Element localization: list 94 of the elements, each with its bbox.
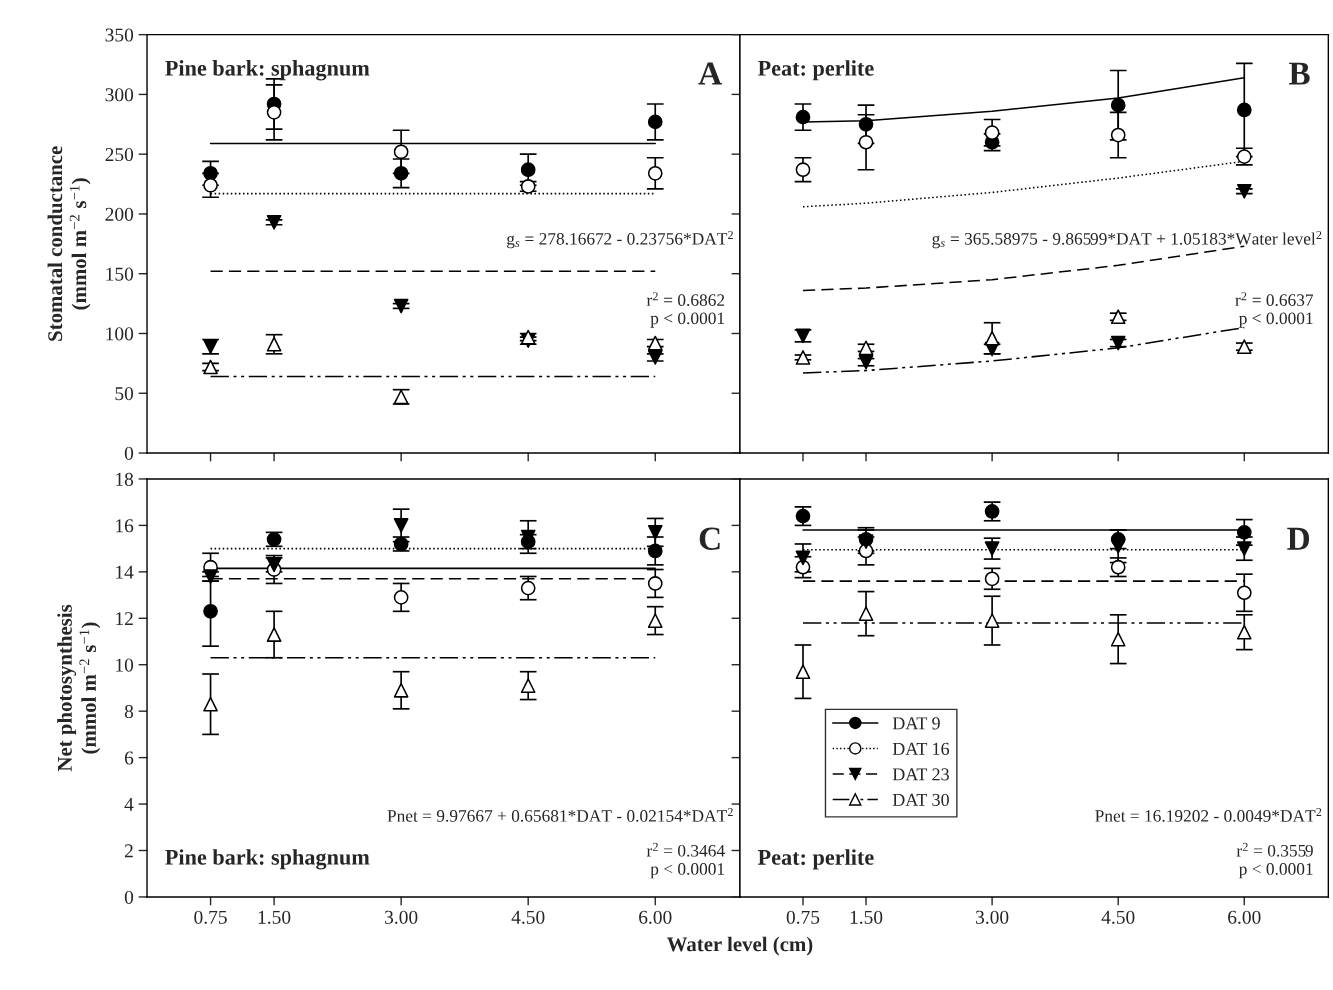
- y-tick-label: 300: [105, 88, 134, 102]
- point: [1110, 97, 1126, 113]
- y-tick-label: 250: [105, 148, 134, 162]
- x-tick-label: 3.00: [385, 910, 418, 924]
- point: [393, 590, 409, 605]
- y-tick-label: 6: [124, 751, 134, 765]
- point: [203, 177, 218, 193]
- x-tick-label: 0.75: [786, 910, 820, 924]
- point: [984, 613, 1000, 628]
- legend-label: DAT 16: [892, 742, 950, 755]
- annotation: A: [698, 62, 722, 85]
- point: [858, 134, 874, 150]
- annotation: r$^{2}$ = 0.3464 p < 0.0001: [646, 842, 725, 879]
- x-tick-label: 1.50: [850, 910, 883, 924]
- point: [795, 550, 811, 566]
- annotation: C: [699, 527, 720, 550]
- point: [1236, 585, 1252, 601]
- point: [266, 627, 282, 642]
- point: [266, 104, 282, 120]
- y-tick-label: 4: [124, 798, 134, 811]
- point: [858, 116, 874, 132]
- y-tick-label: 12: [116, 612, 133, 626]
- point: [266, 214, 282, 230]
- point: [1236, 102, 1252, 118]
- point: [393, 144, 409, 160]
- annotation: D: [1287, 527, 1310, 550]
- point: [795, 664, 811, 680]
- point: [203, 603, 218, 619]
- point: [1236, 525, 1252, 540]
- point: [203, 696, 218, 712]
- annotation: B: [1289, 62, 1310, 85]
- annotation: r$^{2}$ = 0.6637 p < 0.0001: [1235, 292, 1314, 328]
- y-tick-label: 0: [124, 890, 134, 904]
- y-tick-label: 2: [124, 844, 133, 858]
- y-axis-title: Stomatal conductance (mmol m$^{−2}$ s$^{−1}$): [47, 146, 91, 341]
- point: [1110, 538, 1126, 554]
- annotation: Pine bark: sphagnum: [165, 849, 370, 870]
- point: [647, 613, 663, 628]
- x-tick-label: 6.00: [639, 910, 672, 924]
- annotation: g$_{s}$ = 365.58975 - 9.86599*DAT + 1.05183*Water level$^{2}$: [932, 230, 1322, 249]
- annotation: g$_{s}$ = 278.16672 - 0.23756*DAT$^{2}$: [506, 230, 733, 249]
- point: [1110, 631, 1126, 647]
- point: [393, 298, 409, 314]
- point: [795, 350, 811, 365]
- annotation: Peat: perlite: [757, 60, 874, 81]
- point: [647, 525, 663, 540]
- y-tick-label: 350: [105, 28, 134, 42]
- x-tick-label: 4.50: [511, 910, 545, 924]
- y-tick-label: 150: [106, 267, 134, 281]
- point: [1236, 183, 1252, 199]
- y-tick-label: 50: [115, 387, 134, 401]
- x-tick-label: 3.00: [976, 910, 1009, 924]
- annotation: Peat: perlite: [757, 849, 874, 870]
- point: [520, 678, 536, 693]
- point: [647, 576, 663, 591]
- annotation: Pnet = 16.19202 - 0.0049*DAT$^{2}$: [1095, 807, 1322, 822]
- point: [795, 109, 811, 125]
- point: [984, 125, 1000, 141]
- annotation: r$^{2}$ = 0.3559 p < 0.0001: [1236, 842, 1313, 879]
- y-tick-label: 0: [124, 446, 134, 460]
- y-tick-label: 100: [106, 327, 134, 341]
- point: [393, 165, 409, 181]
- annotation: Pnet = 9.97667 + 0.65681*DAT - 0.02154*DAT$^{2}$: [387, 807, 733, 822]
- point: [1236, 624, 1252, 640]
- y-tick-label: 14: [116, 565, 134, 579]
- point: [203, 165, 218, 181]
- point: [520, 162, 536, 178]
- point: [858, 606, 874, 621]
- annotation: r$^{2}$ = 0.6862 p < 0.0001: [646, 292, 725, 328]
- x-axis-title: Water level (cm): [666, 936, 813, 956]
- point: [647, 543, 663, 559]
- x-tick-label: 1.50: [258, 910, 291, 924]
- point: [393, 682, 409, 698]
- y-axis-title: Net photosynthesis (mmol m$^{−2}$ s$^{−1}$): [57, 604, 101, 772]
- y-tick-label: 18: [116, 472, 134, 486]
- x-tick-label: 6.00: [1228, 910, 1261, 924]
- y-tick-label: 16: [116, 519, 134, 533]
- y-tick-label: 10: [116, 658, 134, 672]
- point: [393, 518, 409, 533]
- point: [1110, 127, 1126, 143]
- point: [647, 114, 663, 130]
- legend-label: DAT 9: [892, 717, 940, 730]
- point: [1236, 541, 1252, 556]
- point: [984, 330, 1000, 346]
- point: [647, 165, 663, 181]
- x-tick-label: 4.50: [1101, 910, 1135, 924]
- legend-label: DAT 30: [892, 793, 949, 806]
- point: [520, 580, 536, 596]
- legend-label: DAT 23: [892, 768, 949, 781]
- annotation: Pine bark: sphagnum: [165, 60, 370, 81]
- y-tick-label: 8: [124, 704, 134, 719]
- x-tick-label: 0.75: [194, 910, 227, 924]
- y-tick-label: 200: [105, 207, 134, 221]
- point: [795, 162, 811, 178]
